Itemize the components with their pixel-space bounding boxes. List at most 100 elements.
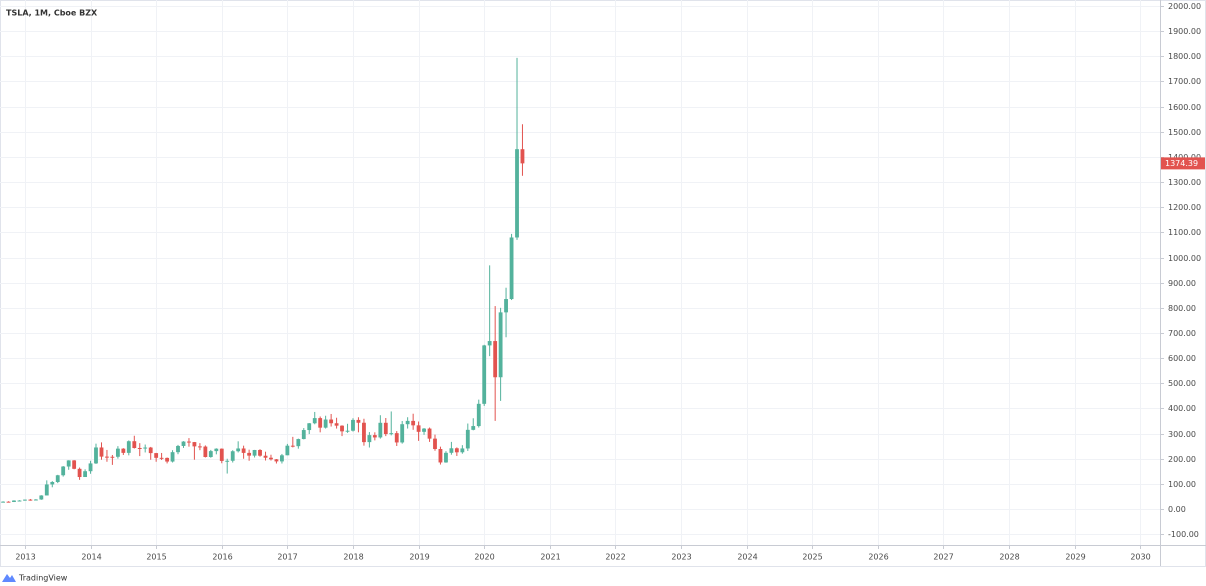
candle-body [33, 499, 38, 501]
x-tick-label: 2013 [15, 553, 35, 562]
candle-body [72, 460, 77, 469]
candle-body [203, 446, 208, 458]
candle-body [148, 447, 153, 454]
candle-body [208, 451, 213, 458]
candle-body [498, 312, 503, 378]
grid [0, 0, 1160, 545]
x-tick-label: 2026 [868, 553, 888, 562]
candle-body [143, 447, 148, 449]
candle-body [187, 441, 191, 443]
candle-body [280, 455, 284, 462]
candle-body [230, 451, 235, 461]
candle-body [121, 448, 126, 453]
candle-body [170, 452, 175, 462]
brand: TradingView [18, 574, 68, 583]
candle-body [110, 456, 115, 458]
candle-body [520, 149, 525, 164]
x-tick-label: 2020 [474, 553, 494, 562]
y-tick-label: 1300.00 [1168, 178, 1201, 187]
candle-body [416, 425, 421, 432]
y-tick-label: 300.00 [1168, 430, 1196, 439]
candle-body [356, 419, 361, 423]
candle-body [487, 341, 492, 346]
candle-body [6, 501, 11, 503]
candle-body [159, 457, 164, 459]
candle-body [154, 453, 159, 458]
y-tick-label: 1000.00 [1168, 254, 1201, 263]
candle-body [165, 457, 170, 462]
candle-body [274, 459, 279, 462]
candle-body [476, 403, 481, 427]
x-tick-label: 2019 [409, 553, 429, 562]
y-tick-label: 900.00 [1168, 279, 1196, 288]
candles [1, 57, 525, 503]
candle-body [1, 501, 5, 503]
x-tick-label: 2018 [343, 553, 363, 562]
y-tick-label: 1200.00 [1168, 203, 1201, 212]
candle-body [115, 448, 120, 457]
last-price-label: 1374.39 [1165, 159, 1198, 168]
candle-body [449, 448, 454, 453]
candle-body [383, 422, 388, 435]
candle-body [482, 345, 487, 404]
y-tick-label: 0.00 [1168, 505, 1186, 514]
candle-body [263, 455, 268, 458]
candle-body [444, 452, 448, 463]
candle-body [99, 447, 104, 457]
candle-body [493, 341, 498, 378]
candle-body [105, 456, 109, 458]
x-tick-label: 2028 [999, 553, 1019, 562]
y-tick-label: 1100.00 [1168, 228, 1201, 237]
candle-body [94, 447, 98, 464]
y-tick-label: 200.00 [1168, 455, 1196, 464]
candle-body [50, 481, 55, 485]
candle-body [198, 446, 202, 448]
x-tick-label: 2027 [933, 553, 953, 562]
x-tick-label: 2017 [277, 553, 297, 562]
y-tick-label: 100.00 [1168, 480, 1196, 489]
candle-body [66, 460, 71, 467]
last-price-box [1161, 157, 1205, 170]
candle-body [12, 500, 16, 502]
candle-body [61, 466, 66, 476]
candle-body [219, 448, 224, 461]
candle-body [307, 423, 312, 431]
candle-body [351, 419, 355, 431]
candle-body [411, 420, 416, 426]
candle-body [465, 429, 470, 449]
y-tick-label: 1600.00 [1168, 103, 1201, 112]
y-tick-label: 1700.00 [1168, 77, 1201, 86]
candle-body [367, 435, 372, 443]
x-tick-label: 2030 [1130, 553, 1150, 562]
candle-body [362, 422, 366, 443]
y-tick-label: 500.00 [1168, 379, 1196, 388]
candle-body [290, 445, 295, 447]
candle-body [247, 452, 252, 456]
candle-body [225, 460, 230, 462]
candle-body [132, 441, 137, 448]
candle-body [88, 463, 93, 472]
candle-body [296, 439, 301, 447]
candle-body [504, 299, 508, 313]
x-tick-label: 2025 [802, 553, 822, 562]
candle-body [433, 438, 437, 450]
y-tick-label: 2000.00 [1168, 2, 1201, 11]
x-tick-label: 2016 [212, 553, 232, 562]
candle-body [241, 448, 246, 453]
candle-body [345, 430, 350, 432]
candle-body [515, 149, 519, 238]
candle-body [83, 471, 88, 478]
x-tick-label: 2023 [671, 553, 691, 562]
candle-body [28, 499, 33, 501]
y-tick-label: 1800.00 [1168, 52, 1201, 61]
x-tick-label: 2024 [737, 553, 757, 562]
candle-body [329, 419, 334, 424]
x-tick-label: 2015 [146, 553, 166, 562]
candle-body [176, 445, 180, 453]
y-tick-label: 1900.00 [1168, 27, 1201, 36]
candle-body [427, 428, 432, 439]
candle-body [509, 237, 514, 300]
candle-body [334, 423, 339, 426]
y-tick-label: 800.00 [1168, 304, 1196, 313]
